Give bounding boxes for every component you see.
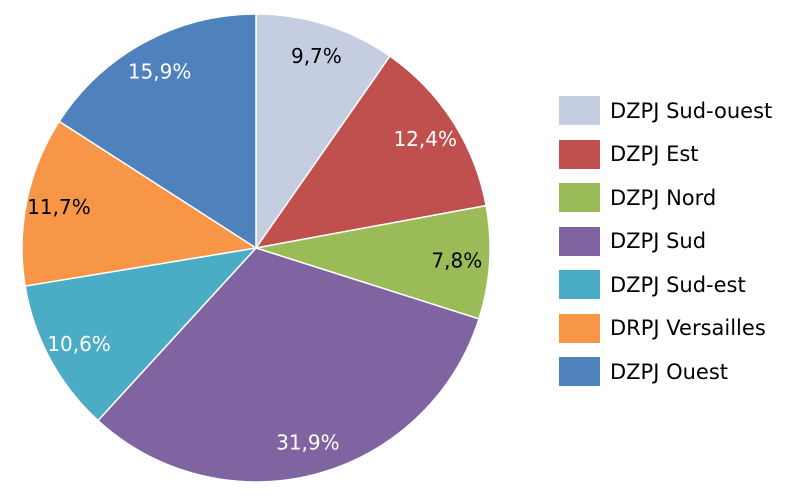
data-label: 15,9% [128, 59, 192, 83]
data-label: 31,9% [276, 430, 340, 454]
legend-swatch [559, 139, 600, 169]
legend-item: DRPJ Versailles [559, 307, 772, 351]
legend-item: DZPJ Sud-ouest [559, 89, 772, 133]
data-label: 7,8% [431, 249, 482, 273]
legend: DZPJ Sud-ouest DZPJ Est DZPJ Nord DZPJ Sud D… [559, 89, 772, 394]
pie-slice-dzpj-ouest [58, 13, 257, 250]
legend-swatch [559, 357, 600, 387]
legend-label: DZPJ Sud [610, 229, 707, 254]
legend-swatch [559, 313, 600, 343]
pie-slice-dzpj-sud [96, 247, 480, 483]
pie-slice-dzpj-sud-est [24, 246, 259, 422]
legend-item: DZPJ Nord [559, 176, 772, 220]
pie-slice-dzpj-nord [255, 204, 491, 320]
legend-swatch [559, 183, 600, 213]
legend-label: DZPJ Nord [610, 185, 717, 210]
pie-slice-dzpj-sud-ouest [255, 13, 391, 251]
legend-item: DZPJ Sud [559, 220, 772, 264]
legend-item: DZPJ Ouest [559, 350, 772, 394]
legend-swatch [559, 96, 600, 126]
pie-slice-drpj-versailles [21, 120, 259, 287]
legend-item: DZPJ Est [559, 133, 772, 177]
legend-label: DZPJ Sud-est [610, 272, 746, 297]
data-label: 12,4% [393, 127, 457, 151]
data-label: 9,7% [291, 44, 342, 68]
data-label: 10,6% [47, 332, 111, 356]
legend-swatch [559, 270, 600, 300]
legend-label: DZPJ Sud-ouest [610, 98, 773, 123]
legend-label: DZPJ Est [610, 142, 699, 167]
legend-item: DZPJ Sud-est [559, 263, 772, 307]
data-label: 11,7% [27, 195, 91, 219]
legend-label: DRPJ Versailles [610, 316, 766, 341]
pie-slice-dzpj-est [254, 55, 487, 250]
legend-label: DZPJ Ouest [610, 359, 729, 384]
legend-swatch [559, 226, 600, 256]
